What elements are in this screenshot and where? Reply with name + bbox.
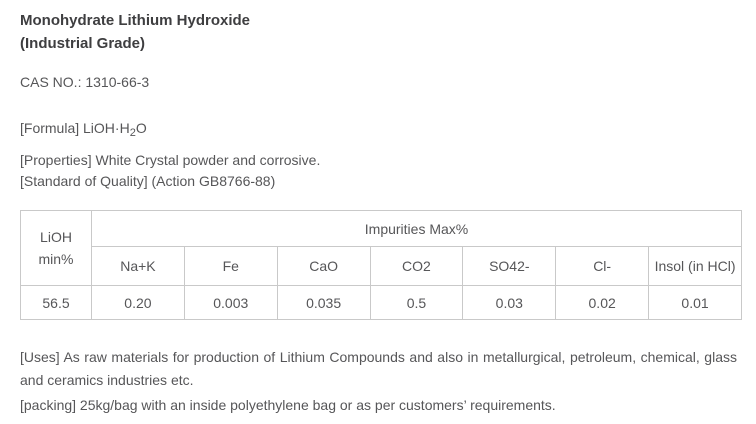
column-header-co2: CO2 (369, 246, 464, 286)
column-header-fe: Fe (183, 246, 278, 286)
formula-suffix: O (135, 120, 147, 136)
packing-line: [packing] 25kg/bag with an inside polyet… (20, 397, 556, 413)
column-header-cl: Cl- (555, 246, 650, 286)
cas-number-line: CAS NO.: 1310-66-3 (20, 74, 150, 90)
formula-line: [Formula] LiOH·H2O (20, 118, 737, 143)
product-title-line2: (Industrial Grade) (20, 35, 146, 52)
impurity-columns-row: Na+K Fe CaO CO2 SO42- Cl- Insol (in HCl) (21, 246, 742, 286)
column-header-cao: CaO (276, 246, 371, 286)
lioh-header-line2: min% (38, 251, 74, 267)
value-cell-cao: 0.035 (276, 285, 371, 320)
value-cell-so42: 0.03 (462, 285, 557, 320)
value-cell-co2: 0.5 (369, 285, 464, 320)
uses-paragraph: [Uses] As raw materials for production o… (20, 349, 737, 388)
value-cell-lioh: 56.5 (20, 285, 92, 320)
table-header-row: LiOH min% Impurities Max% (20, 210, 742, 286)
lioh-min-header-cell: LiOH min% (20, 210, 92, 286)
formula-subscript: 2 (129, 127, 136, 139)
column-header-na-k: Na+K (91, 246, 185, 286)
properties-line: [Properties] White Crystal powder and co… (20, 152, 321, 168)
formula-prefix: [Formula] LiOH·H (20, 120, 130, 136)
value-cell-na-k: 0.20 (91, 285, 185, 320)
quality-specification-table: LiOH min% Impurities Max% Na+K Fe CaO CO… (20, 210, 742, 320)
value-cell-cl: 0.02 (555, 285, 650, 320)
value-cell-fe: 0.003 (183, 285, 278, 320)
product-title-line1: Monohydrate Lithium Hydroxide (20, 12, 251, 29)
lioh-header-line1: LiOH (40, 229, 72, 245)
column-header-insol: Insol (in HCl) (648, 246, 742, 286)
column-header-so42: SO42- (462, 246, 557, 286)
value-cell-insol: 0.01 (648, 285, 742, 320)
values-row: 56.5 0.20 0.003 0.035 0.5 0.03 0.02 0.01 (20, 285, 742, 320)
standard-of-quality-line: [Standard of Quality] (Action GB8766-88) (20, 173, 276, 189)
impurities-max-header-cell: Impurities Max% (91, 210, 742, 247)
product-title: Monohydrate Lithium Hydroxide (Industria… (20, 9, 737, 55)
